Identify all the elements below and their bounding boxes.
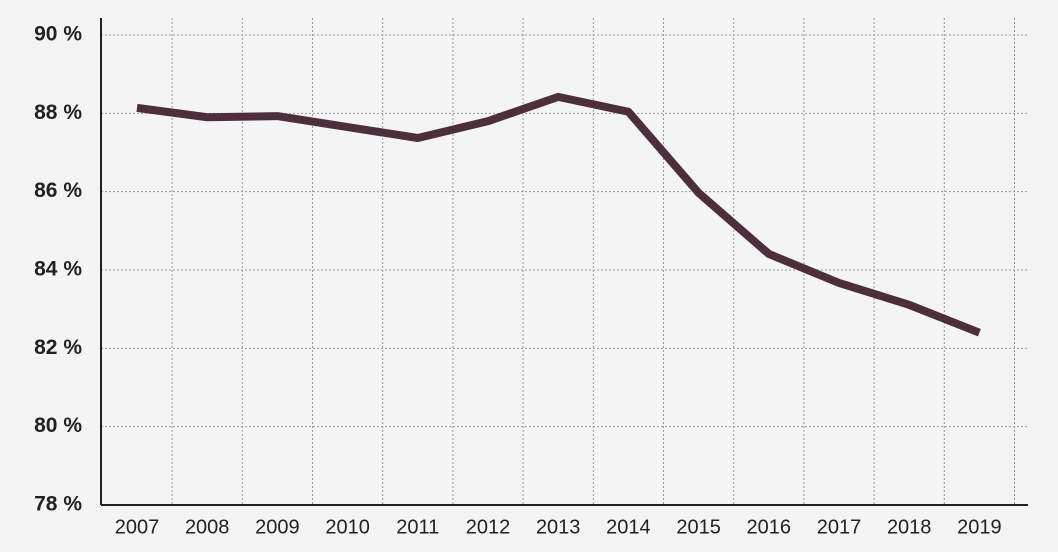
y-tick-label: 88 % <box>34 101 82 124</box>
x-tick-label: 2009 <box>255 516 300 538</box>
x-tick-label: 2019 <box>957 516 1002 538</box>
x-tick-label: 2013 <box>536 516 581 538</box>
y-tick-label: 86 % <box>34 179 82 202</box>
x-tick-label: 2016 <box>747 516 792 538</box>
y-tick-label: 78 % <box>34 493 82 516</box>
x-tick-label: 2015 <box>676 516 721 538</box>
x-tick-label: 2018 <box>887 516 932 538</box>
x-tick-label: 2011 <box>396 516 439 538</box>
x-tick-label: 2017 <box>817 516 862 538</box>
y-tick-label: 80 % <box>34 414 82 437</box>
y-tick-label: 90 % <box>34 23 82 46</box>
x-tick-label: 2008 <box>185 516 230 538</box>
x-tick-label: 2010 <box>325 516 370 538</box>
y-tick-label: 84 % <box>34 258 82 281</box>
x-tick-label: 2014 <box>606 516 651 538</box>
x-tick-label: 2012 <box>466 516 511 538</box>
data-line <box>136 92 981 337</box>
x-tick-label: 2007 <box>115 516 160 538</box>
y-tick-label: 82 % <box>34 336 82 359</box>
